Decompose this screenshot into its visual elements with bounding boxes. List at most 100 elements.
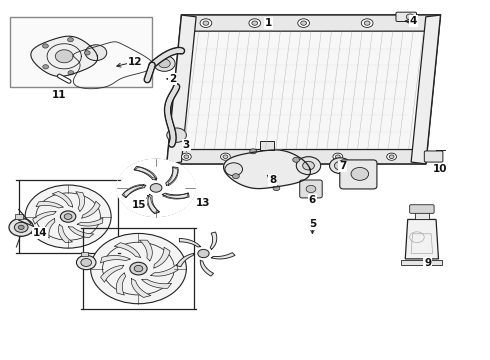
Bar [260, 140, 274, 149]
Text: 8: 8 [269, 175, 276, 185]
Polygon shape [58, 225, 73, 243]
Polygon shape [168, 167, 178, 185]
Circle shape [252, 21, 258, 25]
Circle shape [333, 153, 343, 160]
Circle shape [387, 153, 396, 160]
Circle shape [116, 158, 196, 217]
Circle shape [152, 185, 160, 190]
Circle shape [225, 163, 243, 176]
Polygon shape [147, 195, 160, 212]
Polygon shape [162, 193, 189, 198]
Polygon shape [123, 184, 144, 198]
Polygon shape [114, 243, 141, 257]
Polygon shape [52, 192, 73, 207]
Circle shape [76, 255, 96, 270]
Text: 4: 4 [410, 16, 417, 26]
Polygon shape [223, 150, 310, 189]
Polygon shape [134, 166, 156, 180]
Bar [15, 214, 23, 219]
Circle shape [68, 71, 74, 75]
Circle shape [389, 155, 394, 158]
Circle shape [361, 19, 373, 27]
Polygon shape [176, 253, 194, 267]
Polygon shape [142, 279, 172, 288]
Circle shape [232, 174, 239, 179]
Text: 1: 1 [265, 18, 272, 28]
Circle shape [134, 265, 143, 272]
Polygon shape [122, 185, 146, 198]
Polygon shape [43, 219, 55, 238]
Bar [401, 260, 442, 265]
Polygon shape [100, 256, 130, 263]
Polygon shape [77, 218, 103, 226]
Bar [19, 180, 118, 253]
Circle shape [9, 219, 33, 236]
FancyBboxPatch shape [424, 151, 443, 162]
FancyBboxPatch shape [410, 205, 434, 213]
Text: 12: 12 [128, 57, 142, 67]
Polygon shape [210, 232, 217, 249]
Circle shape [298, 19, 310, 27]
Circle shape [84, 51, 90, 55]
FancyBboxPatch shape [396, 12, 416, 22]
Polygon shape [167, 15, 441, 164]
Circle shape [200, 19, 212, 27]
Circle shape [250, 149, 257, 154]
Polygon shape [131, 279, 151, 297]
Circle shape [272, 155, 277, 158]
Text: 3: 3 [183, 140, 190, 150]
Circle shape [181, 153, 191, 160]
Circle shape [43, 44, 49, 48]
Circle shape [334, 161, 346, 170]
Circle shape [85, 45, 107, 60]
Circle shape [64, 214, 72, 219]
Circle shape [81, 258, 92, 266]
Polygon shape [36, 202, 63, 208]
Polygon shape [82, 201, 100, 218]
Polygon shape [139, 240, 152, 261]
Polygon shape [55, 50, 73, 63]
Polygon shape [154, 247, 170, 268]
Circle shape [18, 225, 24, 229]
Text: 11: 11 [52, 90, 67, 100]
Circle shape [270, 153, 279, 160]
Circle shape [43, 65, 49, 69]
Polygon shape [76, 192, 85, 211]
FancyBboxPatch shape [340, 160, 377, 189]
Circle shape [406, 14, 414, 20]
Circle shape [249, 19, 261, 27]
Polygon shape [116, 273, 125, 295]
Circle shape [303, 161, 315, 170]
Text: 9: 9 [424, 258, 431, 268]
Circle shape [14, 222, 28, 232]
Circle shape [330, 158, 351, 174]
Polygon shape [166, 167, 178, 185]
Circle shape [296, 157, 321, 175]
Circle shape [335, 155, 340, 158]
Polygon shape [179, 238, 200, 247]
Polygon shape [411, 15, 441, 164]
Text: 10: 10 [433, 164, 448, 174]
Polygon shape [148, 194, 159, 214]
Text: 13: 13 [196, 198, 211, 208]
Polygon shape [31, 36, 98, 76]
Text: 14: 14 [32, 228, 47, 238]
Circle shape [117, 159, 195, 217]
Circle shape [273, 186, 280, 191]
Polygon shape [151, 264, 178, 276]
Circle shape [223, 155, 228, 158]
Polygon shape [181, 15, 441, 31]
Circle shape [25, 185, 111, 248]
Bar [83, 228, 194, 309]
Circle shape [306, 185, 316, 193]
Polygon shape [405, 220, 439, 259]
Polygon shape [69, 227, 94, 238]
Circle shape [198, 249, 209, 258]
Text: 15: 15 [132, 200, 146, 210]
FancyBboxPatch shape [300, 180, 322, 198]
Polygon shape [134, 167, 157, 178]
Bar [81, 252, 88, 256]
Text: 2: 2 [169, 74, 176, 84]
Polygon shape [100, 265, 124, 282]
Polygon shape [200, 260, 214, 276]
